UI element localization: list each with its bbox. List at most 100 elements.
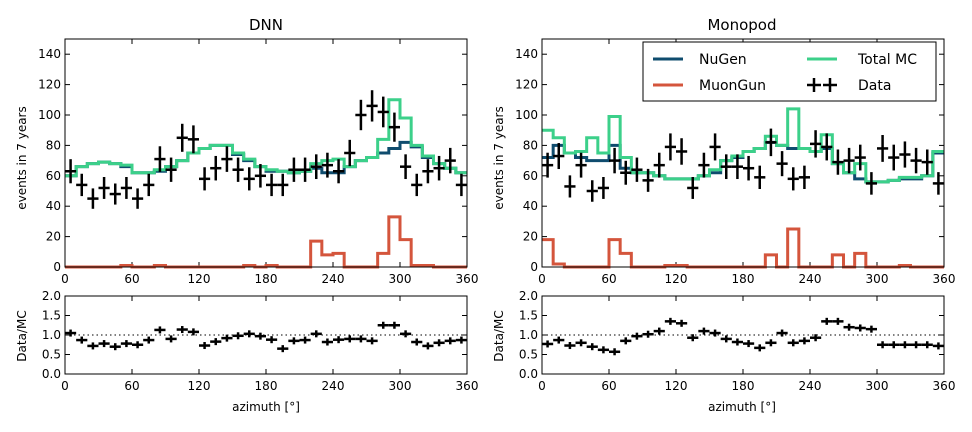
mono-data-point — [642, 168, 654, 192]
mono-ratio-point — [597, 346, 609, 354]
mono-data-point — [687, 176, 699, 199]
dnn-ytick-label: 0.5 — [42, 348, 61, 362]
dnn-ratio-point — [243, 330, 255, 338]
mono-ratio-point — [642, 330, 654, 338]
mono-ratio-point — [664, 317, 676, 325]
dnn-ytick-label: 100 — [38, 108, 61, 122]
mono-ytick-label: 2.0 — [519, 289, 538, 303]
dnn-xtick-label: 180 — [255, 272, 278, 286]
mono-xtick-label: 240 — [799, 272, 822, 286]
dnn-ratio-point — [87, 342, 99, 350]
mono-ytick-label: 100 — [515, 108, 538, 122]
mono-ytick-label: 60 — [523, 169, 538, 183]
dnn-ratio-point — [120, 340, 132, 348]
dnn-ratio-point — [65, 329, 77, 337]
dnn-ratio-point — [299, 336, 311, 344]
mono-ratio-point — [631, 332, 643, 340]
dnn-data-point — [87, 188, 99, 209]
dnn-ratio-point — [400, 330, 412, 338]
mono-data-point — [787, 167, 799, 191]
xlabel-dnn: azimuth [°] — [232, 400, 300, 414]
mono-data-point — [754, 165, 766, 189]
mono-ratio-point — [609, 348, 621, 356]
mono-data-point — [720, 154, 732, 180]
mono-xtick-label: 180 — [732, 379, 755, 393]
dnn-data-point — [165, 157, 177, 182]
legend-label-totalmc: Total MC — [857, 52, 917, 68]
dnn-frame — [64, 38, 468, 268]
dnn-ratio-point — [366, 337, 378, 345]
mono-ytick-label: 120 — [515, 78, 538, 92]
mono-data-point — [910, 147, 922, 174]
dnn-ytick-label: 0 — [53, 260, 61, 274]
mono-data-point — [810, 130, 822, 158]
dnn-data-point — [187, 125, 199, 154]
dnn-ratio-point — [187, 328, 199, 336]
monopod-ratio-plot-area: 0 60 120 180 240 300 360 0.0 0.5 1.0 1.5 2.0 — [519, 289, 956, 393]
mono-ratio-point — [787, 339, 799, 347]
dnn-ratio-point — [232, 332, 244, 340]
mono-ytick-label: 0.0 — [519, 367, 538, 381]
mono-xtick-label: 0 — [538, 379, 546, 393]
mono-ratio-point — [765, 339, 777, 347]
mono-data-point — [542, 152, 554, 178]
mono-ratio-point — [832, 317, 844, 325]
mono-ratio-point — [653, 327, 665, 335]
mono-ratio-point — [687, 334, 699, 342]
mono-frame — [541, 295, 945, 375]
panel-title-dnn: DNN — [249, 16, 283, 34]
mono-xtick-label: 240 — [799, 379, 822, 393]
dnn-xtick-label: 240 — [322, 379, 345, 393]
mono-ratio-point — [877, 341, 889, 349]
dnn-data-point — [120, 176, 132, 199]
mono-ratio-point — [620, 337, 632, 345]
mono-ratio-point — [910, 341, 922, 349]
mono-ratio-point — [798, 337, 810, 345]
dnn-xtick-label: 120 — [188, 379, 211, 393]
dnn-data-point — [254, 164, 266, 188]
mono-ratio-point — [888, 341, 900, 349]
mono-ytick-label: 0 — [530, 260, 538, 274]
mono-data-point — [664, 133, 676, 161]
dnn-ratio-point — [143, 336, 155, 344]
mono-data-point — [609, 147, 621, 174]
mono-data-point — [877, 135, 889, 162]
mono-data-point — [832, 149, 844, 175]
mono-ratio-point — [810, 334, 822, 342]
dnn-ratio-point — [221, 334, 233, 342]
dnn-series-muongun — [65, 215, 467, 269]
mono-frame — [541, 38, 945, 268]
legend-label-muongun: MuonGun — [699, 78, 766, 94]
mono-data-point — [631, 157, 643, 182]
mono-data-point — [854, 144, 866, 171]
dnn-xtick-label: 240 — [322, 272, 345, 286]
mono-xtick-label: 360 — [933, 379, 956, 393]
dnn-data-point — [199, 167, 211, 191]
mono-xtick-label: 180 — [732, 272, 755, 286]
dnn-xtick-label: 0 — [61, 379, 69, 393]
dnn-data-point — [366, 90, 378, 122]
dnn-data-point — [288, 157, 300, 182]
mono-data-point — [932, 172, 944, 195]
ylabel-monopod: events in 7 years — [492, 106, 506, 209]
legend-swatch-data — [807, 78, 837, 92]
dnn-ratio-point — [455, 336, 467, 344]
dnn-ytick-label: 120 — [38, 78, 61, 92]
mono-ratio-point — [865, 325, 877, 333]
monopod-plot-area: 0 60 120 180 240 300 360 0 20 40 60 80 100 120 140 — [515, 38, 955, 286]
dnn-data-point — [109, 183, 121, 205]
dnn-data-point — [299, 157, 311, 182]
dnn-ratio-point — [433, 339, 445, 347]
dnn-ytick-label: 20 — [46, 230, 61, 244]
dnn-ratio-point — [154, 326, 166, 334]
mono-ytick-label: 20 — [523, 230, 538, 244]
dnn-data-point — [344, 139, 356, 167]
mono-ratio-point — [921, 341, 933, 349]
dnn-data-point — [433, 155, 445, 181]
panel-monopod-ratio: Data/MC azimuth [°] 0 60 120 180 240 300 360 0.… — [492, 289, 955, 414]
panel-dnn: DNN events in 7 years 0 60 120 180 240 300 360… — [15, 16, 478, 286]
ylabel-dnn-ratio: Data/MC — [15, 310, 29, 361]
dnn-data-point — [400, 154, 412, 180]
mono-data-point — [564, 175, 576, 198]
dnn-ratio-point — [377, 321, 389, 329]
